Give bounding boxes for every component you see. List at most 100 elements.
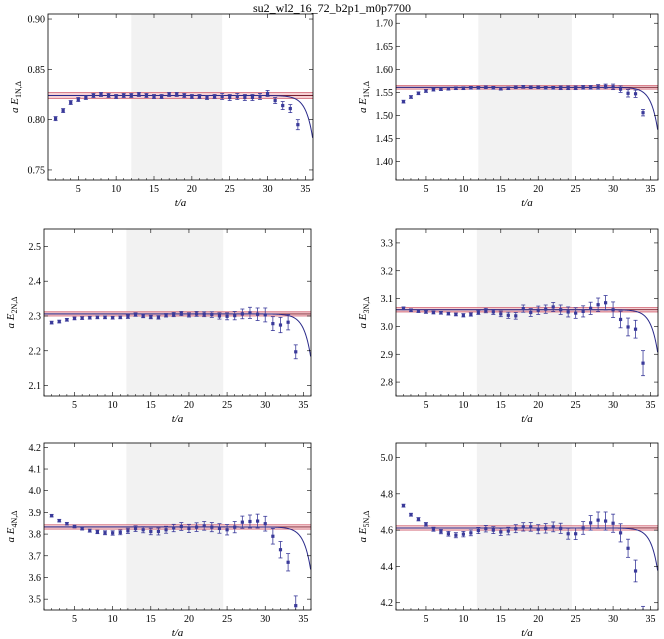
- point-marker: [182, 93, 186, 98]
- data-point-29: [611, 83, 616, 91]
- data-point-15: [506, 311, 511, 319]
- y-tick-label: 2.2: [29, 346, 42, 357]
- x-tick-label: 10: [111, 184, 121, 195]
- point-marker: [461, 86, 465, 90]
- point-marker: [88, 529, 92, 533]
- point-marker: [164, 528, 168, 532]
- x-tick-label: 20: [187, 184, 197, 195]
- point-marker: [194, 525, 199, 529]
- point-marker: [197, 94, 202, 99]
- x-axis-label: t/a: [172, 627, 184, 639]
- data-point-7: [95, 529, 100, 535]
- point-marker: [559, 86, 563, 90]
- point-marker: [431, 88, 436, 92]
- point-marker: [469, 312, 473, 317]
- data-point-9: [461, 313, 466, 318]
- point-marker: [618, 531, 623, 535]
- panel-1: 5 10 15 20 25 30 35 0.75 0.80 0.85 0.90 t/a a E1N,Δ: [9, 13, 314, 209]
- point-marker: [294, 350, 298, 354]
- point-marker: [529, 525, 533, 529]
- data-point-8: [453, 86, 458, 91]
- data-point-26: [242, 94, 247, 101]
- data-point-13: [491, 526, 496, 534]
- point-marker: [416, 91, 421, 95]
- y-axis-label: a E1N,Δ: [357, 81, 371, 113]
- point-marker: [294, 604, 298, 608]
- y-tick-label: 1.70: [376, 19, 394, 30]
- point-marker: [604, 301, 608, 305]
- x-axis-label: t/a: [521, 197, 533, 209]
- data-point-14: [498, 310, 503, 318]
- point-marker: [551, 305, 555, 309]
- data-point-27: [250, 94, 255, 101]
- data-point-22: [558, 85, 563, 91]
- y-tick-label: 0.90: [28, 15, 46, 26]
- point-marker: [626, 325, 630, 329]
- data-point-23: [220, 93, 225, 100]
- data-point-24: [225, 312, 230, 321]
- data-point-27: [596, 297, 601, 312]
- data-point-22: [558, 304, 563, 315]
- data-point-4: [423, 89, 428, 93]
- point-marker: [256, 312, 260, 316]
- x-tick-label: 15: [496, 184, 506, 195]
- point-marker: [256, 519, 260, 523]
- data-point-11: [476, 310, 481, 315]
- data-point-28: [258, 93, 262, 100]
- data-point-12: [136, 92, 141, 97]
- x-tick-label: 25: [571, 614, 581, 625]
- data-point-7: [446, 311, 451, 316]
- point-marker: [581, 526, 585, 530]
- y-tick-label: 1.45: [376, 134, 394, 145]
- point-marker: [263, 313, 267, 317]
- data-point-5: [80, 316, 85, 320]
- point-marker: [589, 85, 593, 89]
- data-point-33: [641, 109, 646, 117]
- point-marker: [156, 315, 161, 319]
- data-point-31: [626, 317, 631, 337]
- plot-area: [48, 90, 313, 138]
- data-point-16: [167, 92, 172, 97]
- point-marker: [133, 312, 138, 317]
- point-marker: [111, 531, 115, 535]
- data-point-14: [498, 527, 503, 536]
- point-marker: [278, 323, 283, 327]
- data-point-2: [57, 518, 62, 523]
- x-tick-label: 10: [458, 400, 468, 411]
- y-axis-label: a E4N,Δ: [5, 511, 19, 543]
- data-point-18: [179, 311, 184, 317]
- data-point-9: [110, 315, 115, 320]
- data-point-33: [293, 595, 298, 610]
- data-point-5: [431, 87, 436, 92]
- x-tick-label: 35: [298, 614, 308, 625]
- point-marker: [618, 317, 623, 322]
- point-marker: [566, 532, 570, 536]
- point-marker: [156, 529, 161, 534]
- point-marker: [53, 117, 58, 121]
- point-marker: [72, 524, 77, 529]
- data-point-17: [521, 522, 526, 532]
- point-marker: [273, 98, 277, 103]
- data-point-6: [438, 529, 443, 535]
- data-point-21: [551, 521, 556, 533]
- y-tick-label: 4.8: [381, 489, 394, 500]
- point-marker: [514, 527, 518, 531]
- x-tick-label: 10: [458, 614, 468, 625]
- point-marker: [521, 85, 525, 89]
- data-point-31: [278, 316, 283, 334]
- y-tick-label: 1.55: [376, 88, 394, 99]
- data-point-19: [536, 305, 541, 315]
- point-marker: [596, 85, 600, 89]
- data-point-3: [416, 309, 421, 313]
- plot-frame: [395, 228, 659, 397]
- data-point-25: [232, 311, 237, 321]
- data-point-13: [141, 313, 146, 319]
- point-marker: [250, 95, 255, 100]
- data-point-9: [461, 86, 466, 91]
- data-point-4: [423, 310, 428, 314]
- y-tick-label: 0.80: [28, 115, 46, 126]
- point-marker: [589, 521, 593, 525]
- y-axis-label: a E2N,Δ: [5, 297, 19, 329]
- data-point-14: [498, 86, 503, 91]
- point-marker: [149, 315, 153, 319]
